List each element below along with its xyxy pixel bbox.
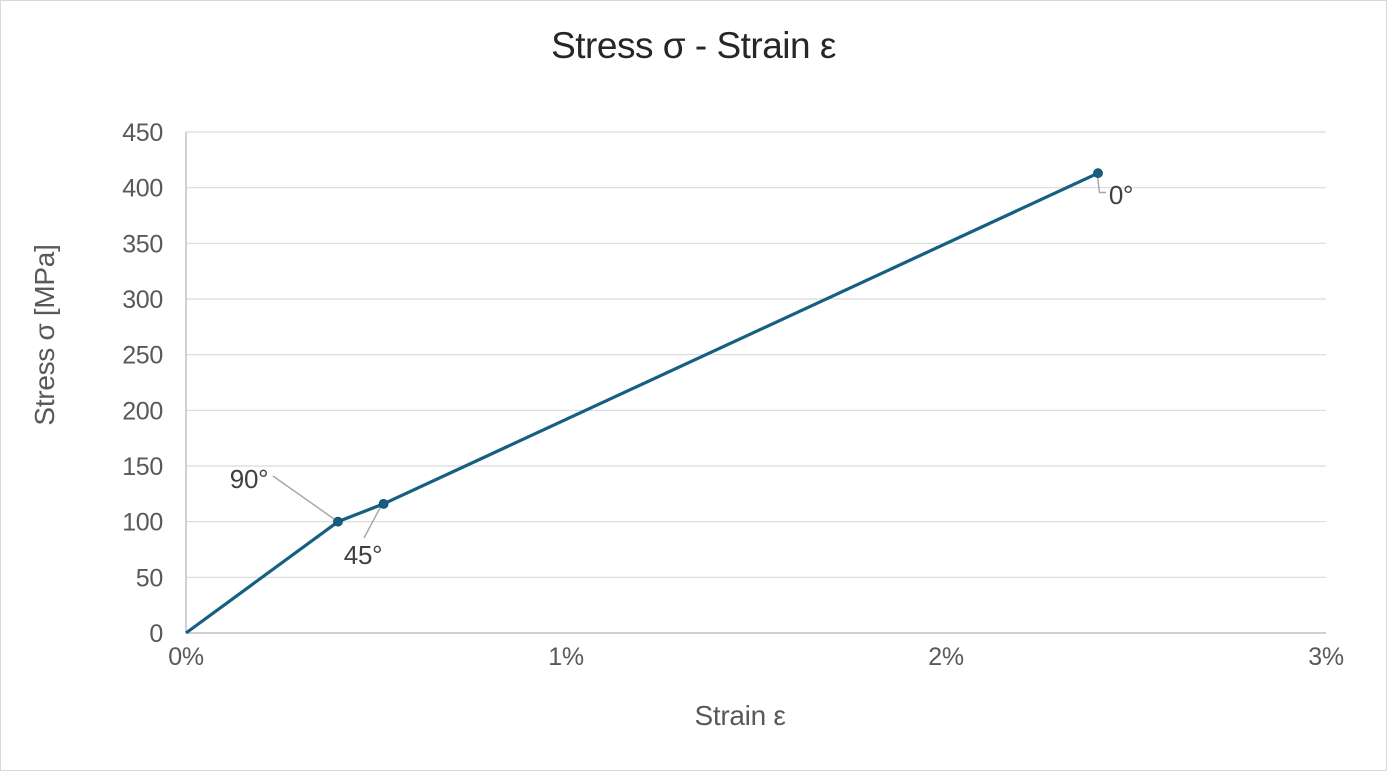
data-point-markers: [333, 168, 1103, 527]
data-point-marker-45deg: [378, 498, 389, 509]
y-tick-label: 50: [136, 564, 163, 592]
data-point-marker-90deg: [333, 516, 343, 527]
leader-line: [363, 506, 382, 539]
series-line-group: [185, 171, 1099, 635]
data-point-label-0deg: 0°: [1109, 180, 1133, 210]
x-tick-label: 1%: [548, 643, 584, 671]
leader-line: [272, 475, 335, 520]
gridlines: [186, 131, 1326, 578]
y-tick-label: 400: [122, 175, 163, 203]
y-tick-label: 300: [122, 286, 163, 314]
data-point-labels: 90° 45° 0°: [230, 180, 1134, 570]
data-point-marker-0deg: [1093, 168, 1103, 179]
x-tick-label: 2%: [928, 643, 964, 671]
chart-title: Stress σ - Strain ε: [551, 25, 836, 66]
axis-lines: [185, 132, 1326, 634]
y-tick-label: 250: [122, 342, 163, 370]
x-axis-title: Strain ε: [694, 700, 786, 731]
x-tick-label: 3%: [1308, 643, 1344, 671]
y-tick-label: 0: [149, 620, 163, 648]
y-tick-label: 200: [122, 397, 163, 425]
y-tick-label: 350: [122, 230, 163, 258]
data-point-label-45deg: 45°: [344, 540, 382, 570]
x-tick-label: 0%: [168, 643, 204, 671]
data-label-leader-lines: [272, 177, 1106, 539]
x-axis-tick-labels: 0% 1% 2% 3%: [168, 643, 1344, 671]
leader-line: [1097, 177, 1106, 194]
y-axis-tick-labels: 0 50 100 150 200 250 300 350 400 450: [122, 119, 163, 648]
data-point-label-90deg: 90°: [230, 464, 268, 494]
y-tick-label: 450: [122, 119, 163, 147]
y-tick-label: 100: [122, 509, 163, 537]
y-axis-title: Stress σ [MPa]: [29, 244, 60, 426]
stress-strain-line: [185, 171, 1099, 635]
y-tick-label: 150: [122, 453, 163, 481]
